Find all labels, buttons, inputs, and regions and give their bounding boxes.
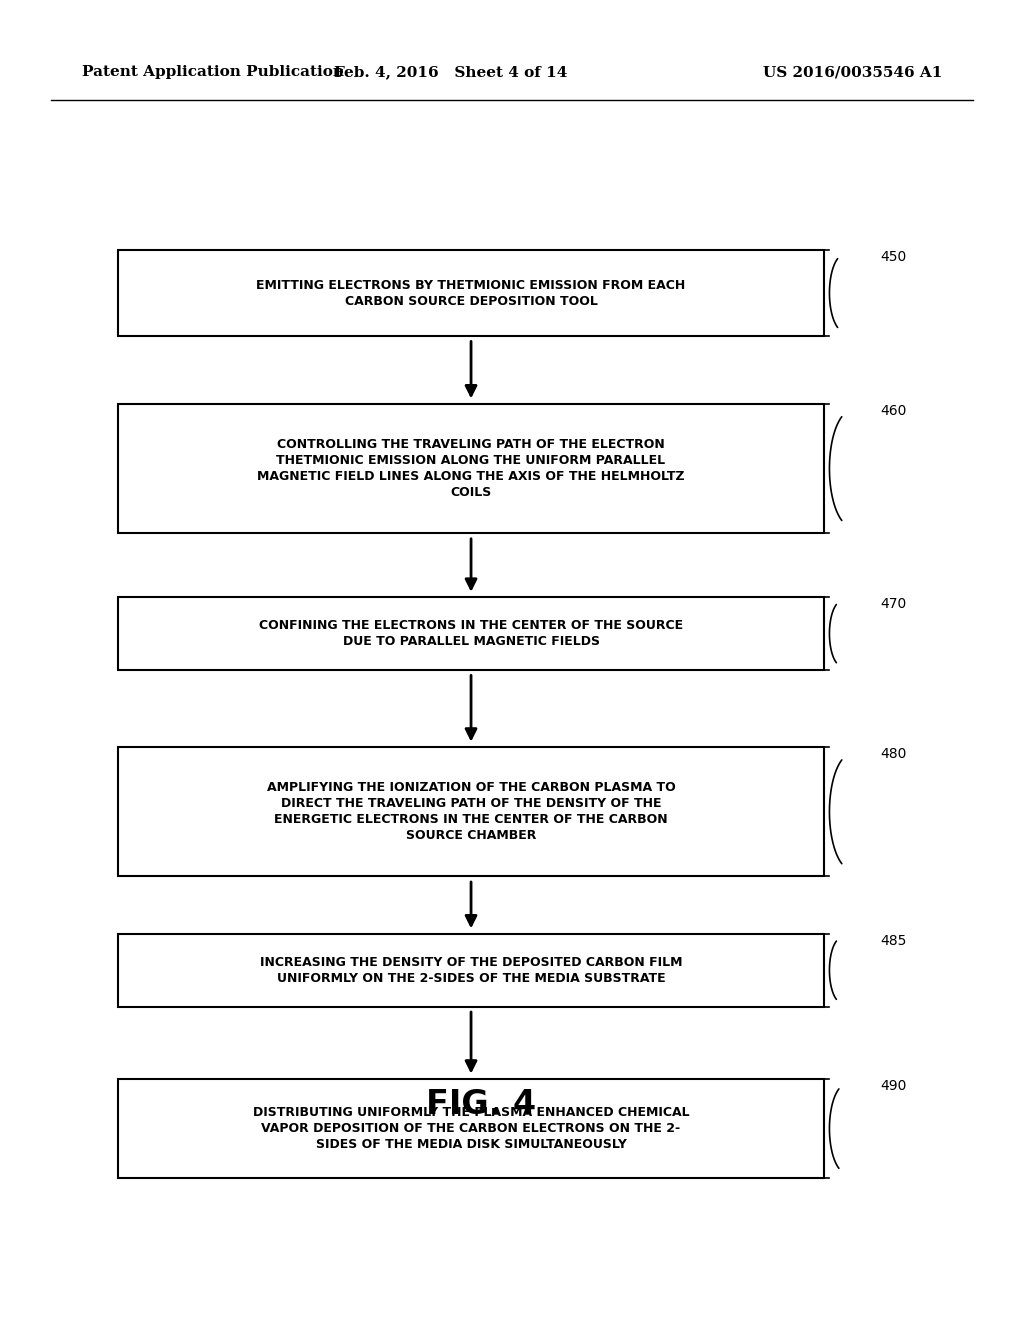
Text: CONTROLLING THE TRAVELING PATH OF THE ELECTRON
THETMIONIC EMISSION ALONG THE UNI: CONTROLLING THE TRAVELING PATH OF THE EL…	[257, 438, 685, 499]
Text: Feb. 4, 2016   Sheet 4 of 14: Feb. 4, 2016 Sheet 4 of 14	[334, 65, 567, 79]
Text: 450: 450	[881, 251, 907, 264]
FancyBboxPatch shape	[118, 1080, 824, 1179]
FancyBboxPatch shape	[118, 251, 824, 335]
Text: 480: 480	[881, 747, 907, 762]
Text: AMPLIFYING THE IONIZATION OF THE CARBON PLASMA TO
DIRECT THE TRAVELING PATH OF T: AMPLIFYING THE IONIZATION OF THE CARBON …	[266, 781, 676, 842]
Text: 470: 470	[881, 597, 907, 611]
Text: DISTRIBUTING UNIFORMLY THE PLASMA ENHANCED CHEMICAL
VAPOR DEPOSITION OF THE CARB: DISTRIBUTING UNIFORMLY THE PLASMA ENHANC…	[253, 1106, 689, 1151]
FancyBboxPatch shape	[118, 404, 824, 533]
Text: FIG. 4: FIG. 4	[426, 1089, 537, 1122]
Text: 485: 485	[881, 935, 907, 948]
Text: US 2016/0035546 A1: US 2016/0035546 A1	[763, 65, 942, 79]
Text: CONFINING THE ELECTRONS IN THE CENTER OF THE SOURCE
DUE TO PARALLEL MAGNETIC FIE: CONFINING THE ELECTRONS IN THE CENTER OF…	[259, 619, 683, 648]
FancyBboxPatch shape	[118, 597, 824, 671]
Text: 460: 460	[881, 404, 907, 418]
Text: Patent Application Publication: Patent Application Publication	[82, 65, 344, 79]
FancyBboxPatch shape	[118, 935, 824, 1006]
Text: INCREASING THE DENSITY OF THE DEPOSITED CARBON FILM
UNIFORMLY ON THE 2-SIDES OF : INCREASING THE DENSITY OF THE DEPOSITED …	[260, 956, 682, 985]
Text: 490: 490	[881, 1080, 907, 1093]
FancyBboxPatch shape	[118, 747, 824, 876]
Text: EMITTING ELECTRONS BY THETMIONIC EMISSION FROM EACH
CARBON SOURCE DEPOSITION TOO: EMITTING ELECTRONS BY THETMIONIC EMISSIO…	[256, 279, 686, 308]
